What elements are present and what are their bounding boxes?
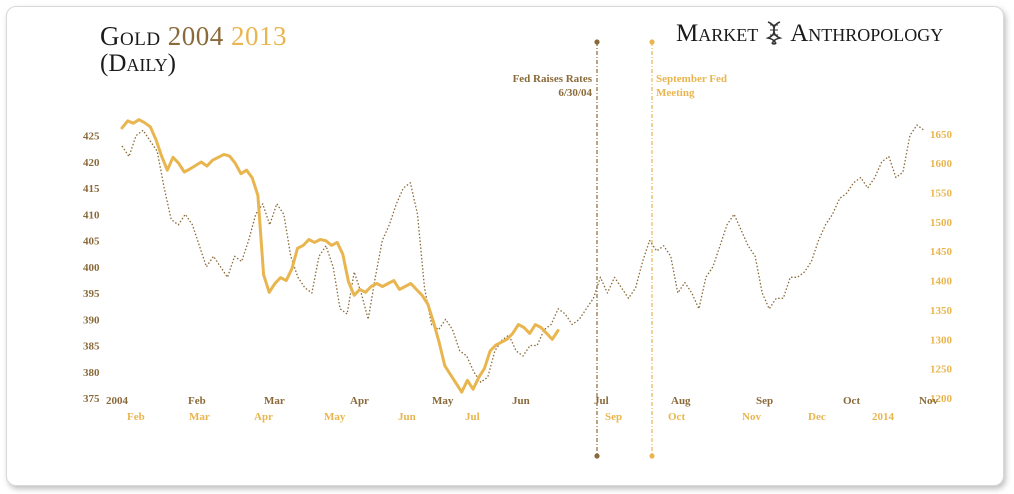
left-tick-label: 420	[83, 157, 100, 169]
event-markers: Fed Raises Rates 6/30/04 September Fed Meet…	[513, 39, 727, 459]
title-year-2013: 2013	[231, 21, 288, 51]
fed-raises-rates-marker-top	[594, 39, 600, 45]
x-label-2013: Nov	[742, 411, 761, 423]
right-tick-label: 1600	[930, 158, 953, 170]
x-label-2004: Nov	[919, 395, 938, 407]
right-tick-label: 1200	[930, 393, 953, 405]
left-tick-label: 415	[83, 183, 100, 195]
x-label-2004: Sep	[756, 395, 773, 407]
x-label-2013: Jul	[465, 411, 480, 423]
x-label-2004: May	[432, 395, 454, 407]
brand-left: Market	[676, 20, 759, 47]
x-label-2004: Aug	[671, 395, 691, 407]
x-label-2013: Jun	[398, 411, 416, 423]
left-tick-label: 380	[83, 367, 100, 379]
brand-logo: Market Anthropology	[676, 20, 943, 48]
september-fed-meeting-marker-top	[649, 39, 655, 45]
x-label-2004: 2004	[106, 395, 129, 407]
right-tick-label: 1300	[930, 334, 953, 346]
right-tick-label: 1250	[930, 364, 953, 376]
left-tick-label: 405	[83, 236, 100, 248]
left-tick-label: 400	[83, 262, 100, 274]
right-tick-label: 1550	[930, 188, 953, 200]
series-lines	[120, 118, 925, 394]
right-tick-label: 1500	[930, 217, 953, 229]
right-tick-label: 1400	[930, 276, 953, 288]
left-tick-label: 385	[83, 341, 100, 353]
x-axis-2013: Feb Mar Apr May Jun Jul Sep Oct Nov Dec 2014	[127, 411, 895, 423]
fed-raises-rates-label: 6/30/04	[558, 87, 592, 99]
left-tick-label: 410	[83, 209, 100, 221]
x-label-2004: Mar	[264, 395, 285, 407]
dna-helix-icon	[765, 21, 783, 45]
right-tick-label: 1350	[930, 305, 953, 317]
x-label-2004: Jun	[512, 395, 530, 407]
x-label-2013: May	[324, 411, 346, 423]
x-label-2004: Jul	[594, 395, 609, 407]
x-axis-2004: 2004 Feb Mar Apr May Jun Jul Aug Sep Oct Nov	[106, 395, 938, 407]
left-tick-label: 375	[83, 393, 100, 405]
x-label-2004: Apr	[350, 395, 369, 407]
x-label-2013: 2014	[872, 411, 895, 423]
x-label-2004: Feb	[188, 395, 206, 407]
fed-raises-rates-label: Fed Raises Rates	[513, 73, 593, 85]
x-label-2013: Oct	[668, 411, 685, 423]
september-fed-meeting-marker-bottom	[649, 453, 655, 459]
x-label-2013: Sep	[605, 411, 622, 423]
left-tick-label: 425	[83, 131, 100, 143]
september-fed-meeting-label: Meeting	[656, 87, 695, 99]
right-tick-label: 1450	[930, 246, 953, 258]
right-tick-label: 1650	[930, 129, 953, 141]
title-prefix: Gold	[100, 21, 161, 51]
september-fed-meeting-label: September Fed	[656, 73, 727, 85]
x-label-2004: Oct	[843, 395, 860, 407]
left-tick-label: 390	[83, 314, 100, 326]
series-line-2013	[120, 118, 560, 394]
title-year-2004: 2004	[167, 21, 224, 51]
fed-raises-rates-marker-bottom	[594, 453, 600, 459]
chart-frame	[6, 6, 1004, 486]
series-line-2004	[121, 124, 925, 383]
brand-right: Anthropology	[790, 20, 944, 47]
chart-subtitle: (Daily)	[100, 50, 176, 77]
chart-title: Gold 2004 2013	[100, 20, 287, 52]
x-label-2013: Apr	[254, 411, 273, 423]
right-axis: 1650 1600 1550 1500 1450 1400 1350 1300 1250 1200	[930, 129, 953, 405]
x-label-2013: Feb	[127, 411, 145, 423]
left-axis: 425 420 415 410 405 400 395 390 385 380 375	[83, 131, 100, 406]
left-tick-label: 395	[83, 288, 100, 300]
x-label-2013: Dec	[808, 411, 826, 423]
x-label-2013: Mar	[189, 411, 210, 423]
